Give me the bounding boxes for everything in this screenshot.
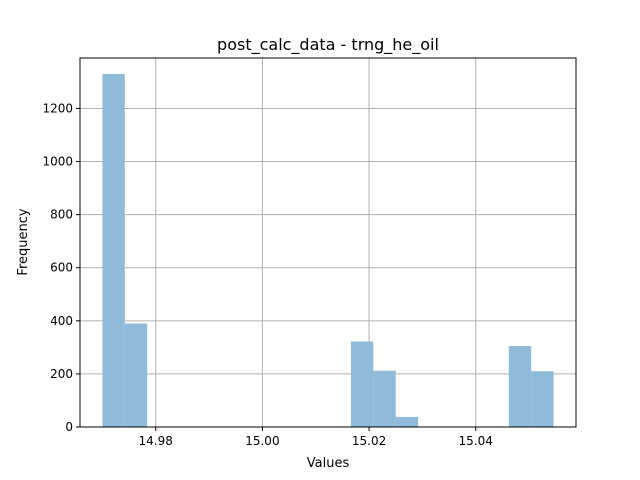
histogram-bar xyxy=(373,370,396,427)
x-tick-label: 15.00 xyxy=(245,434,279,448)
y-tick-label: 600 xyxy=(50,261,73,275)
y-tick-label: 200 xyxy=(50,367,73,381)
x-axis-label: Values xyxy=(307,456,350,471)
x-tick-label: 15.02 xyxy=(352,434,386,448)
x-tick-label: 15.04 xyxy=(459,434,493,448)
grid-lines xyxy=(80,58,576,428)
histogram-bars xyxy=(102,73,554,428)
y-tick-label: 1200 xyxy=(42,101,73,115)
histogram-bar xyxy=(531,371,554,427)
plot-frame xyxy=(79,57,577,428)
y-tick-label: 1000 xyxy=(42,155,73,169)
y-tick-label: 0 xyxy=(65,420,73,434)
histogram-bar xyxy=(395,416,419,427)
histogram-bar xyxy=(102,73,125,428)
histogram-bar xyxy=(124,323,148,427)
histogram-bar xyxy=(508,346,532,427)
chart-title: post_calc_data - trng_he_oil xyxy=(217,35,439,55)
y-tick-label: 400 xyxy=(50,314,73,328)
y-axis-label: Frequency xyxy=(16,208,31,275)
x-tick-label: 14.98 xyxy=(139,434,173,448)
axis-ticks: 14.98 15.00 15.02 15.04 0 200 400 600 800 1000 120… xyxy=(42,101,492,448)
histogram-bar xyxy=(350,341,374,427)
y-tick-label: 800 xyxy=(50,208,73,222)
